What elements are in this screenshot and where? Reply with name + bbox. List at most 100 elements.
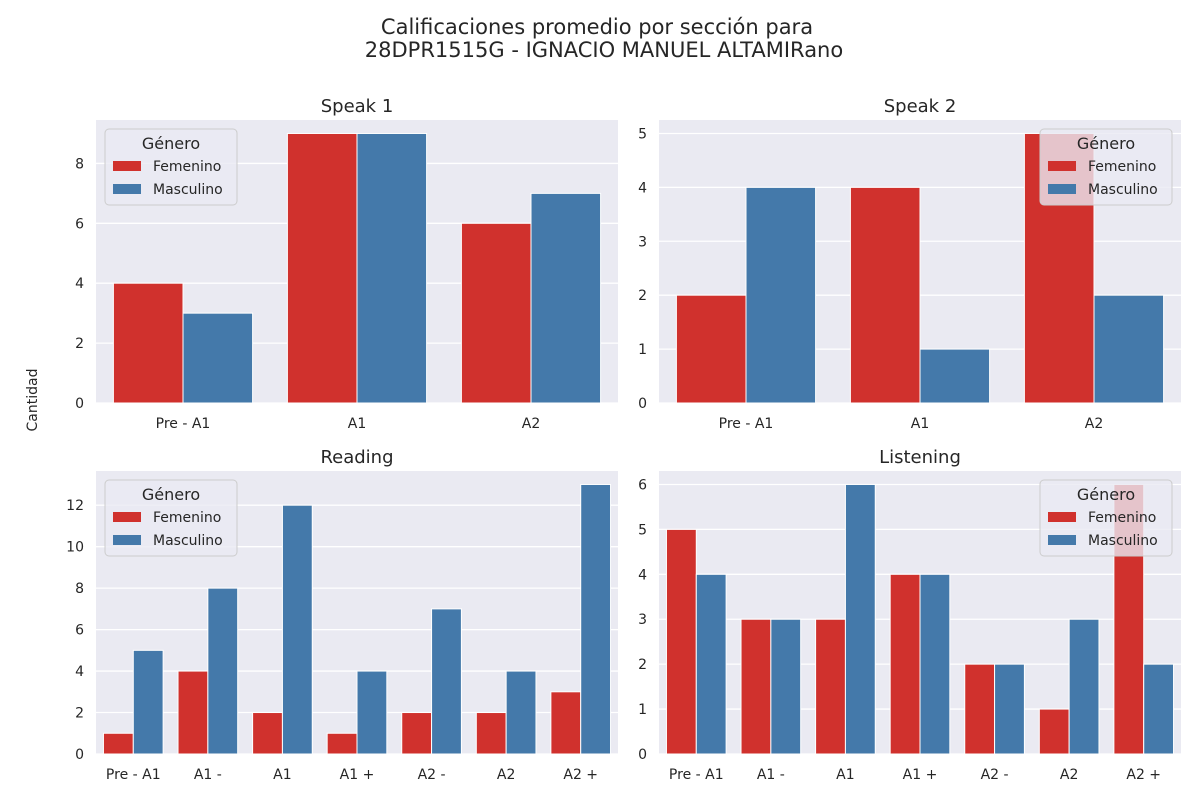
bar-masculino-a1 [844, 483, 876, 755]
y-tick-label: 2 [638, 288, 647, 304]
bar-masculino-a1 [207, 587, 239, 755]
panel-title: Speak 2 [884, 96, 957, 117]
bar-masculino-a1 [281, 504, 313, 755]
legend-entry-masculino: Masculino [153, 533, 223, 549]
bar-masculino-a2 [1093, 294, 1165, 404]
bar-masculino-a2 [1068, 618, 1100, 755]
bar-femenino-a1 [815, 618, 846, 755]
bar-femenino-pre-a1 [665, 528, 697, 755]
y-axis-label: Cantidad [25, 369, 41, 432]
y-tick-label: 10 [66, 540, 84, 556]
x-tick-label: A2 [1060, 767, 1078, 783]
legend-entry-masculino: Masculino [153, 182, 223, 198]
bar-masculino-a2 [580, 483, 612, 755]
bar-masculino-a1 [356, 670, 388, 755]
bar-femenino-a1 [286, 132, 358, 404]
bar-femenino-pre-a1 [112, 282, 184, 404]
y-tick-label: 1 [638, 342, 647, 358]
y-tick-label: 6 [75, 216, 84, 232]
legend-entry-femenino: Femenino [153, 510, 221, 526]
y-tick-label: 4 [75, 276, 84, 292]
y-tick-label: 12 [66, 498, 84, 514]
legend-title: Género [142, 134, 200, 153]
x-tick-label: Pre - A1 [669, 767, 724, 783]
y-tick-label: 4 [638, 180, 647, 196]
x-tick-label: A2 [497, 767, 515, 783]
legend: Género Femenino Masculino [1039, 128, 1173, 206]
bar-femenino-a1 [252, 712, 283, 755]
y-tick-label: 6 [75, 623, 84, 639]
bar-masculino-pre-a1 [695, 573, 727, 755]
legend-title: Género [142, 485, 200, 504]
bar-masculino-a2 [431, 608, 462, 755]
y-tick-label: 5 [638, 126, 647, 142]
bar-femenino-a2 [460, 222, 532, 404]
panel-title: Reading [320, 447, 393, 468]
bar-femenino-a2 [964, 663, 996, 755]
x-tick-label: A2 + [563, 767, 598, 783]
x-tick-label: A1 [348, 416, 366, 432]
panel-title: Speak 1 [321, 96, 394, 117]
chart-panel-reading: 0 2 4 6 8 10 12 Pre - A1 A1 - A1 A1 + A2 - A2 A2 + Rea… [66, 447, 618, 783]
x-tick-label: Pre - A1 [106, 767, 161, 783]
legend-entry-femenino: Femenino [1088, 510, 1156, 526]
bar-masculino-a2 [994, 663, 1025, 755]
bar-femenino-pre-a1 [675, 294, 747, 404]
bar-masculino-a1 [919, 348, 991, 404]
x-tick-label: A1 - [757, 767, 785, 783]
bar-masculino-a2 [1143, 663, 1175, 755]
bar-femenino-a2 [401, 712, 433, 755]
y-tick-label: 3 [638, 234, 647, 250]
x-tick-label: A1 [273, 767, 291, 783]
bar-femenino-a1 [326, 732, 358, 755]
x-tick-label: A1 [911, 416, 929, 432]
bar-masculino-a2 [505, 670, 537, 755]
x-tick-label: A2 [1085, 416, 1103, 432]
y-tick-label: 0 [638, 396, 647, 412]
legend-swatch-masculino [113, 184, 141, 194]
bar-masculino-a2 [530, 192, 602, 404]
y-tick-label: 1 [638, 702, 647, 718]
bar-masculino-pre-a1 [182, 312, 254, 404]
legend-entry-femenino: Femenino [153, 159, 221, 175]
legend-entry-masculino: Masculino [1088, 182, 1158, 198]
y-tick-label: 6 [638, 477, 647, 493]
y-tick-label: 8 [75, 156, 84, 172]
bar-masculino-a1 [919, 573, 951, 755]
legend-title: Género [1077, 134, 1135, 153]
x-tick-label: A1 + [903, 767, 938, 783]
chart-panels: 0 2 4 6 8 Pre - A1 A1 A2 Speak 1 Género Femenino Ma… [66, 96, 1181, 783]
y-tick-label: 2 [638, 657, 647, 673]
x-tick-label: A2 - [981, 767, 1009, 783]
panel-title: Listening [879, 447, 961, 468]
legend-swatch-femenino [1048, 512, 1076, 522]
bar-femenino-a1 [740, 618, 772, 755]
legend-swatch-masculino [1048, 535, 1076, 545]
y-tick-label: 2 [75, 336, 84, 352]
figure-title-line-2: 28DPR1515G - IGNACIO MANUEL ALTAMIRano [365, 38, 843, 62]
bar-masculino-a1 [356, 132, 428, 404]
y-tick-label: 0 [638, 747, 647, 763]
x-tick-label: A2 - [418, 767, 446, 783]
y-tick-label: 0 [75, 396, 84, 412]
legend-swatch-femenino [1048, 161, 1076, 171]
legend: Género Femenino Masculino [1039, 479, 1173, 557]
y-tick-label: 3 [638, 612, 647, 628]
x-tick-label: A1 - [194, 767, 222, 783]
chart-panel-speak-2: 0 1 2 3 4 5 Pre - A1 A1 A2 Speak 2 Género Femenino M… [638, 96, 1181, 432]
legend-swatch-femenino [113, 161, 141, 171]
bar-femenino-pre-a1 [102, 732, 134, 755]
x-tick-label: A1 [836, 767, 854, 783]
y-tick-label: 4 [75, 664, 84, 680]
legend-title: Género [1077, 485, 1135, 504]
legend: Género Femenino Masculino [104, 479, 238, 557]
x-tick-label: A2 [522, 416, 540, 432]
legend-swatch-masculino [1048, 184, 1076, 194]
bar-femenino-a2 [475, 712, 507, 755]
x-tick-label: A1 + [340, 767, 375, 783]
bar-masculino-pre-a1 [745, 186, 817, 404]
legend-swatch-masculino [113, 535, 141, 545]
bar-masculino-pre-a1 [132, 649, 164, 755]
chart-panel-listening: 0 1 2 3 4 5 6 Pre - A1 A1 - A1 A1 + A2 - A2 A2 + Liste… [638, 447, 1181, 783]
